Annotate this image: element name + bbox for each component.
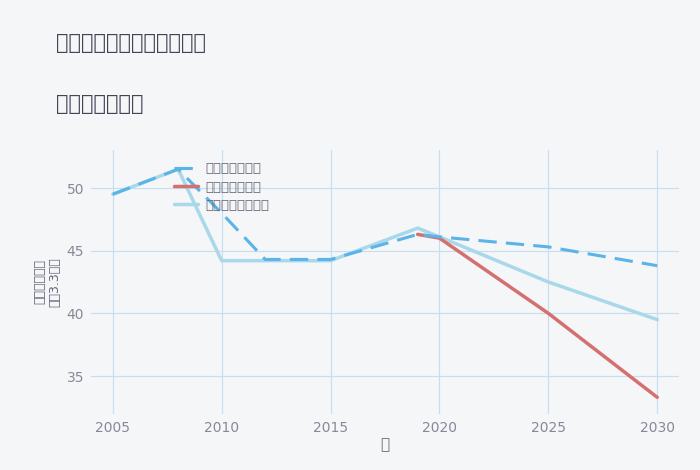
- グッドシナリオ: [261, 257, 270, 262]
- ノーマルシナリオ: [218, 258, 226, 264]
- ノーマルシナリオ: [108, 191, 117, 197]
- Text: 大阪府寝屋川市太秦元町の: 大阪府寝屋川市太秦元町の: [56, 33, 206, 53]
- グッドシナリオ: [218, 210, 226, 216]
- Line: ノーマルシナリオ: ノーマルシナリオ: [113, 169, 657, 320]
- グッドシナリオ: [174, 166, 182, 172]
- グッドシナリオ: [326, 257, 335, 262]
- ノーマルシナリオ: [544, 279, 552, 285]
- Line: バッドシナリオ: バッドシナリオ: [418, 235, 657, 397]
- Y-axis label: 単価（万円）
坪（3.3㎡）: 単価（万円） 坪（3.3㎡）: [33, 257, 61, 307]
- Line: グッドシナリオ: グッドシナリオ: [113, 169, 657, 266]
- ノーマルシナリオ: [653, 317, 662, 322]
- バッドシナリオ: [435, 235, 444, 241]
- ノーマルシナリオ: [435, 234, 444, 240]
- グッドシナリオ: [414, 232, 422, 237]
- グッドシナリオ: [544, 244, 552, 250]
- バッドシナリオ: [544, 311, 552, 316]
- ノーマルシナリオ: [174, 166, 182, 172]
- Text: 土地の価格推移: 土地の価格推移: [56, 94, 144, 114]
- X-axis label: 年: 年: [380, 437, 390, 452]
- グッドシナリオ: [108, 191, 117, 197]
- Legend: グッドシナリオ, バッドシナリオ, ノーマルシナリオ: グッドシナリオ, バッドシナリオ, ノーマルシナリオ: [174, 162, 270, 212]
- バッドシナリオ: [653, 394, 662, 400]
- グッドシナリオ: [435, 234, 444, 240]
- バッドシナリオ: [414, 232, 422, 237]
- ノーマルシナリオ: [414, 225, 422, 231]
- ノーマルシナリオ: [261, 258, 270, 264]
- グッドシナリオ: [653, 263, 662, 268]
- ノーマルシナリオ: [326, 258, 335, 264]
